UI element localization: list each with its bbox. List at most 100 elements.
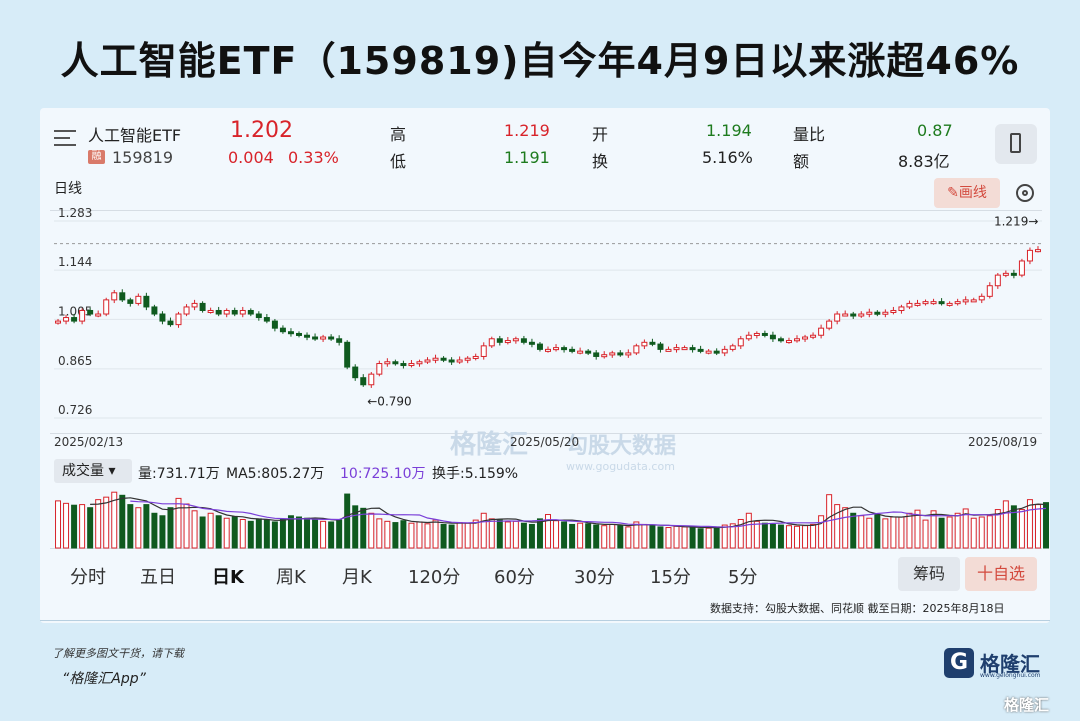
open-label: 开 bbox=[592, 125, 609, 144]
candle-body bbox=[834, 313, 841, 322]
y-tick-label: 0.865 bbox=[58, 354, 92, 368]
volume-bar bbox=[1026, 499, 1033, 549]
tab-monthly-k[interactable]: 月K bbox=[342, 567, 372, 588]
volume-bar bbox=[103, 496, 110, 549]
volume-bar bbox=[721, 524, 728, 549]
watermark-brand: 格隆汇 bbox=[450, 429, 528, 460]
candle-body bbox=[802, 336, 809, 340]
low-label: 低 bbox=[390, 152, 407, 171]
volume-bar bbox=[577, 522, 584, 549]
menu-icon[interactable] bbox=[54, 130, 76, 151]
tab-30min[interactable]: 30分 bbox=[574, 567, 615, 588]
candle-body bbox=[287, 331, 294, 335]
candle-body bbox=[617, 352, 624, 356]
y-tick-label: 0.726 bbox=[58, 403, 92, 417]
tab-60min[interactable]: 60分 bbox=[494, 567, 535, 588]
volume-bar bbox=[922, 519, 929, 549]
etf-name: 人工智能ETF bbox=[88, 126, 182, 145]
volume-bar bbox=[561, 521, 568, 549]
chips-button[interactable]: 筹码 bbox=[898, 557, 960, 591]
volume-bar bbox=[617, 525, 624, 549]
candle-body bbox=[223, 309, 230, 315]
candle-body bbox=[456, 359, 463, 363]
volume-bar bbox=[641, 523, 648, 549]
candle-body bbox=[938, 301, 945, 305]
candle-body bbox=[191, 302, 198, 308]
volume-bar bbox=[464, 522, 471, 549]
volume-bar bbox=[175, 497, 182, 549]
margin-badge: 融 bbox=[88, 150, 105, 164]
volume-bar bbox=[304, 517, 311, 549]
volume-bar bbox=[906, 512, 913, 549]
volume-bar bbox=[593, 524, 600, 549]
candle-body bbox=[753, 332, 760, 336]
candle-body bbox=[745, 334, 752, 340]
candle-body bbox=[1034, 249, 1041, 253]
candle-body bbox=[777, 338, 784, 342]
volume-bar bbox=[352, 505, 359, 549]
volume-bar bbox=[512, 520, 519, 549]
tab-weekly-k[interactable]: 周K bbox=[276, 567, 306, 588]
price-change: 0.004 bbox=[228, 148, 274, 167]
volume-bar bbox=[384, 520, 391, 549]
candle-body bbox=[55, 320, 62, 324]
candle-body bbox=[729, 345, 736, 350]
candle-body bbox=[737, 338, 744, 347]
tab-five-day[interactable]: 五日 bbox=[140, 567, 176, 588]
volume-bar bbox=[488, 518, 495, 549]
tab-intraday[interactable]: 分时 bbox=[70, 567, 106, 588]
indicator-select[interactable]: 成交量 ▾ bbox=[54, 459, 132, 483]
candle-body bbox=[922, 301, 929, 305]
volume-bar bbox=[536, 518, 543, 549]
candle-body bbox=[536, 343, 543, 350]
tab-120min[interactable]: 120分 bbox=[408, 567, 461, 588]
chart-top-border bbox=[50, 210, 1042, 211]
candle-body bbox=[103, 299, 110, 315]
candle-body bbox=[553, 347, 560, 351]
volume-bar bbox=[448, 524, 455, 549]
volume-bar bbox=[938, 517, 945, 549]
volume-bar bbox=[625, 526, 632, 549]
volume-bar bbox=[344, 493, 351, 549]
candle-body bbox=[480, 345, 487, 357]
phone-toggle-button[interactable] bbox=[995, 124, 1037, 164]
tab-15min[interactable]: 15分 bbox=[650, 567, 691, 588]
max-annotation: 1.219→ bbox=[994, 215, 1038, 229]
candle-body bbox=[504, 340, 511, 344]
settings-icon[interactable] bbox=[1016, 184, 1034, 202]
candle-body bbox=[279, 327, 286, 333]
low-value: 1.191 bbox=[504, 148, 550, 167]
volume-bar bbox=[528, 523, 535, 549]
candle-body bbox=[946, 302, 953, 306]
volume-bar bbox=[279, 518, 286, 549]
candle-body bbox=[336, 338, 343, 343]
tab-daily-k[interactable]: 日K bbox=[212, 567, 244, 588]
volume-bar bbox=[954, 512, 961, 549]
candle-body bbox=[199, 302, 206, 311]
tab-5min[interactable]: 5分 bbox=[728, 567, 758, 588]
candle-body bbox=[673, 347, 680, 351]
volume-bar bbox=[135, 507, 142, 549]
candle-body bbox=[609, 352, 616, 356]
volume-bar bbox=[785, 525, 792, 549]
candle-body bbox=[625, 352, 632, 356]
candle-body bbox=[472, 355, 479, 359]
candle-body bbox=[488, 338, 495, 347]
volume-bar bbox=[271, 521, 278, 549]
candle-body bbox=[440, 357, 447, 361]
phone-icon bbox=[1010, 133, 1021, 153]
volume-stat: 量:731.71万 bbox=[138, 466, 220, 482]
quote-card: 人工智能ETF 融 159819 1.202 0.004 0.33% 高 1.2… bbox=[40, 108, 1050, 623]
add-watchlist-button[interactable]: 十自选 bbox=[965, 557, 1037, 591]
footer-download-text: 了解更多图文干货，请下载 bbox=[52, 647, 184, 660]
candle-body bbox=[890, 309, 897, 313]
volume-bar bbox=[320, 520, 327, 549]
draw-line-button[interactable]: ✎画线 bbox=[934, 178, 1000, 208]
volume-bar bbox=[432, 519, 439, 549]
candle-body bbox=[986, 285, 993, 297]
volume-bar bbox=[769, 523, 776, 549]
volume-bar bbox=[223, 517, 230, 549]
volume-bar bbox=[601, 525, 608, 549]
volume-bar bbox=[119, 494, 126, 549]
